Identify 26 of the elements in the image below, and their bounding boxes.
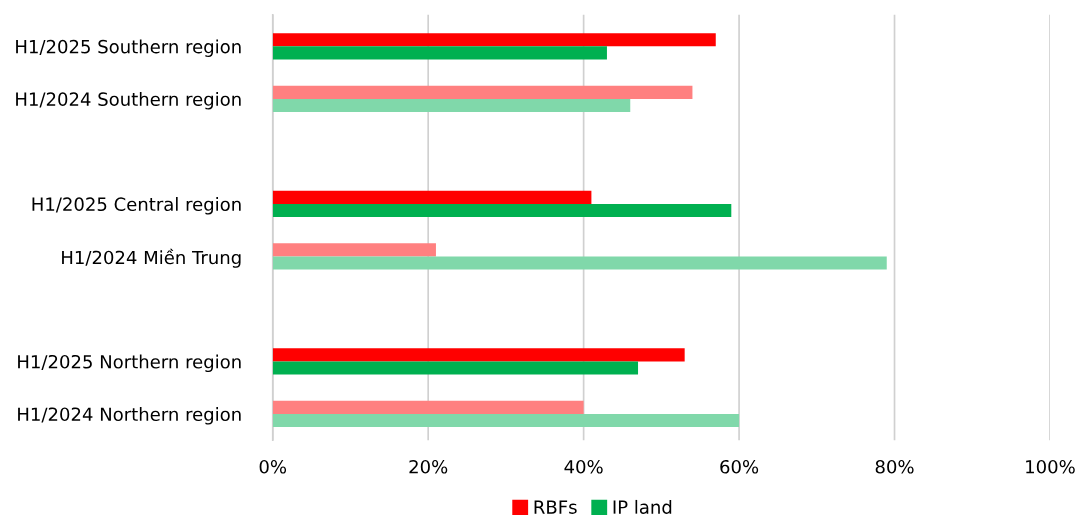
y-tick-label: H1/2024 Northern region	[18, 407, 241, 425]
x-tick-label: 80%	[875, 459, 914, 474]
y-tick-label: H1/2025 Southern region	[16, 39, 241, 57]
y-tick-label: H1/2024 Southern region	[16, 92, 241, 110]
bar	[272, 190, 592, 204]
y-tick-label: H1/2024 Miền Trung	[62, 248, 241, 268]
legend-label: RBFs	[534, 500, 577, 514]
bar	[272, 33, 716, 47]
y-tick-label: H1/2025 Northern region	[18, 354, 241, 373]
bar	[272, 85, 693, 99]
y-tick-label: H1/2025 Central region	[32, 197, 241, 215]
bar	[272, 361, 639, 375]
x-tick-label: 0%	[259, 459, 287, 474]
bar	[272, 413, 740, 428]
bar	[272, 348, 685, 362]
legend-label: IP land	[613, 499, 672, 514]
bar	[272, 203, 732, 218]
bar	[272, 256, 887, 270]
bar	[272, 46, 607, 60]
x-tick-label: 20%	[409, 459, 448, 474]
bar	[272, 400, 584, 414]
bar	[272, 243, 436, 257]
x-tick-label: 60%	[720, 459, 759, 474]
bar	[272, 98, 631, 113]
x-tick-label: 100%	[1026, 459, 1075, 474]
x-tick-label: 40%	[564, 459, 603, 474]
